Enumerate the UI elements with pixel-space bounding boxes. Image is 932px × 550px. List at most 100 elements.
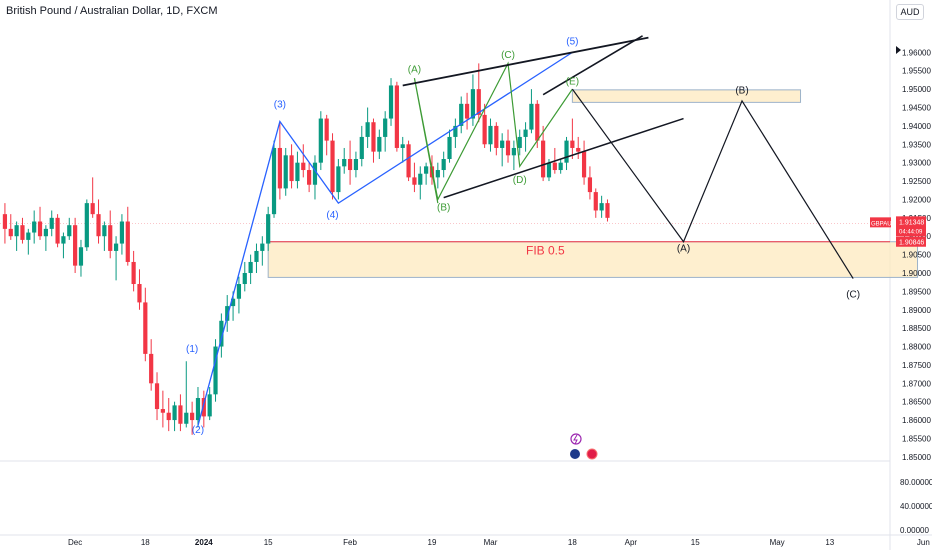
fib-target-zone xyxy=(267,241,919,278)
candle-body xyxy=(541,140,546,178)
candle-body xyxy=(289,155,294,182)
candle-body xyxy=(67,225,72,237)
candle-body xyxy=(8,228,13,237)
time-tick-label: 2024 xyxy=(195,538,213,547)
price-tick-label: 1.87500 xyxy=(902,361,931,370)
wave-labels-layer: (1) (2) (3) (4) (5) (A) (B) (C) (D) (E) (B) (A) (C) xyxy=(186,36,860,436)
resistance-zone xyxy=(571,89,802,103)
candle-body xyxy=(599,203,604,211)
candle-body xyxy=(406,144,411,178)
waves-layer xyxy=(197,35,854,426)
current-price-tag xyxy=(896,216,926,237)
candle-body xyxy=(347,158,353,171)
symbol-tag xyxy=(870,217,891,228)
candle-body xyxy=(248,261,253,273)
candle-body xyxy=(570,140,575,148)
candle-body xyxy=(219,320,224,347)
candle-body xyxy=(353,158,359,171)
price-tick-label: 1.94000 xyxy=(902,122,931,131)
candle-body xyxy=(149,353,154,384)
candle-body xyxy=(260,243,265,251)
price-tick-label: 1.90000 xyxy=(902,269,931,278)
wave-label: (E) xyxy=(566,77,579,88)
candle-body xyxy=(470,89,476,119)
time-tick-label: 18 xyxy=(141,538,150,547)
candle-body xyxy=(295,162,300,182)
time-tick-label: Dec xyxy=(68,538,82,547)
candle-body xyxy=(365,122,370,137)
candle-body xyxy=(424,166,429,174)
candle-body xyxy=(505,140,511,156)
candle-body xyxy=(552,162,557,171)
candle-body xyxy=(2,214,8,229)
candle-body xyxy=(195,398,201,421)
candle-body xyxy=(377,136,382,152)
candle-body xyxy=(564,140,569,163)
wave-label: (A) xyxy=(677,244,690,255)
indicator-pane: 80.00000 40.00000 0.00000 xyxy=(900,478,932,535)
candle-body xyxy=(49,217,54,229)
wave-label: (D) xyxy=(513,175,527,186)
candle-body xyxy=(20,225,25,240)
candle-body xyxy=(511,147,516,156)
price-tick-label: 1.89000 xyxy=(902,306,931,315)
candle-body xyxy=(330,140,335,193)
candle-body xyxy=(73,225,78,266)
wave-label: (5) xyxy=(566,36,578,47)
candle-body xyxy=(476,89,481,115)
candle-body xyxy=(166,412,171,421)
candle-body xyxy=(55,217,60,244)
candle-body xyxy=(581,151,587,178)
candle-body xyxy=(119,221,125,244)
price-tick-label: 1.92500 xyxy=(902,177,931,186)
candle-body xyxy=(447,136,452,159)
candle-body xyxy=(32,221,37,233)
candle-body xyxy=(131,261,136,285)
candle-body xyxy=(605,203,610,218)
candle-body xyxy=(517,136,522,148)
price-tick-label: 1.86000 xyxy=(902,416,931,425)
wave-label: (4) xyxy=(326,210,338,221)
indicator-tick-label: 80.00000 xyxy=(900,478,932,487)
candle-body xyxy=(441,158,446,171)
price-tick-label: 1.89500 xyxy=(902,287,931,296)
price-tick-label: 1.90500 xyxy=(902,251,931,260)
price-tick-label: 1.95500 xyxy=(902,67,931,76)
candle-body xyxy=(236,284,242,299)
price-tick-label: 1.92000 xyxy=(902,195,931,204)
candle-body xyxy=(464,103,470,119)
currency-selector[interactable]: AUD xyxy=(896,4,924,20)
price-tick-label: 1.93500 xyxy=(902,140,931,149)
time-tick-label: Apr xyxy=(625,538,638,547)
fib-price-tag xyxy=(896,236,926,247)
candle-body xyxy=(529,103,534,130)
fib-price-value: 1.90846 xyxy=(899,240,924,247)
candle-body xyxy=(342,158,347,167)
candle-body xyxy=(488,125,493,145)
candle-body xyxy=(459,103,464,126)
candle-body xyxy=(213,346,218,395)
wave-label: (1) xyxy=(186,344,198,355)
candle-body xyxy=(266,214,271,244)
price-tick-label: 1.91000 xyxy=(902,232,931,241)
candle-body xyxy=(230,298,236,307)
cursor-icon xyxy=(896,46,901,54)
wave-label: (A) xyxy=(408,65,421,76)
wave-label: (C) xyxy=(846,289,860,300)
lightning-glyph xyxy=(573,434,578,445)
candle-body xyxy=(482,114,487,145)
candle-body xyxy=(178,405,183,424)
wave-label: (3) xyxy=(274,100,286,111)
candle-body xyxy=(184,412,189,424)
time-tick-label: 15 xyxy=(264,538,273,547)
candle-body xyxy=(394,85,399,148)
uk-flag-icon xyxy=(586,448,598,460)
price-tick-label: 1.86500 xyxy=(902,398,931,407)
candle-body xyxy=(125,221,130,262)
candle-body xyxy=(593,192,598,211)
candle-body xyxy=(412,177,417,185)
candle-body xyxy=(113,243,119,251)
time-axis: Dec18202415Feb19Mar18Apr15May13Jun17 xyxy=(68,538,930,547)
